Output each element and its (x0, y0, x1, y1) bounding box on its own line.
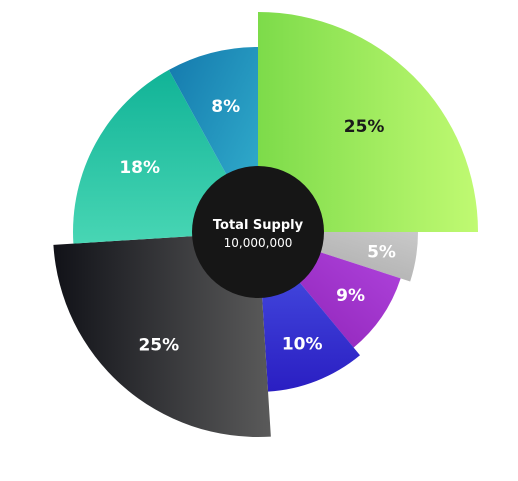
labels-layer: 25% 5% 9% 10% 25% 18% 8% (119, 97, 396, 355)
center-hole (192, 166, 324, 298)
center-title: Total Supply (213, 218, 304, 233)
center-value: 10,000,000 (224, 236, 293, 250)
slice-label-1: 5% (367, 243, 396, 263)
slice-label-6: 8% (211, 97, 240, 117)
slice-label-2: 9% (336, 286, 365, 306)
slices-layer (53, 12, 478, 438)
slice-label-4: 25% (138, 336, 179, 356)
slice-label-0: 25% (344, 117, 385, 137)
slice-label-3: 10% (282, 335, 323, 355)
pie-slice-0 (258, 12, 478, 232)
slice-label-5: 18% (119, 158, 160, 178)
